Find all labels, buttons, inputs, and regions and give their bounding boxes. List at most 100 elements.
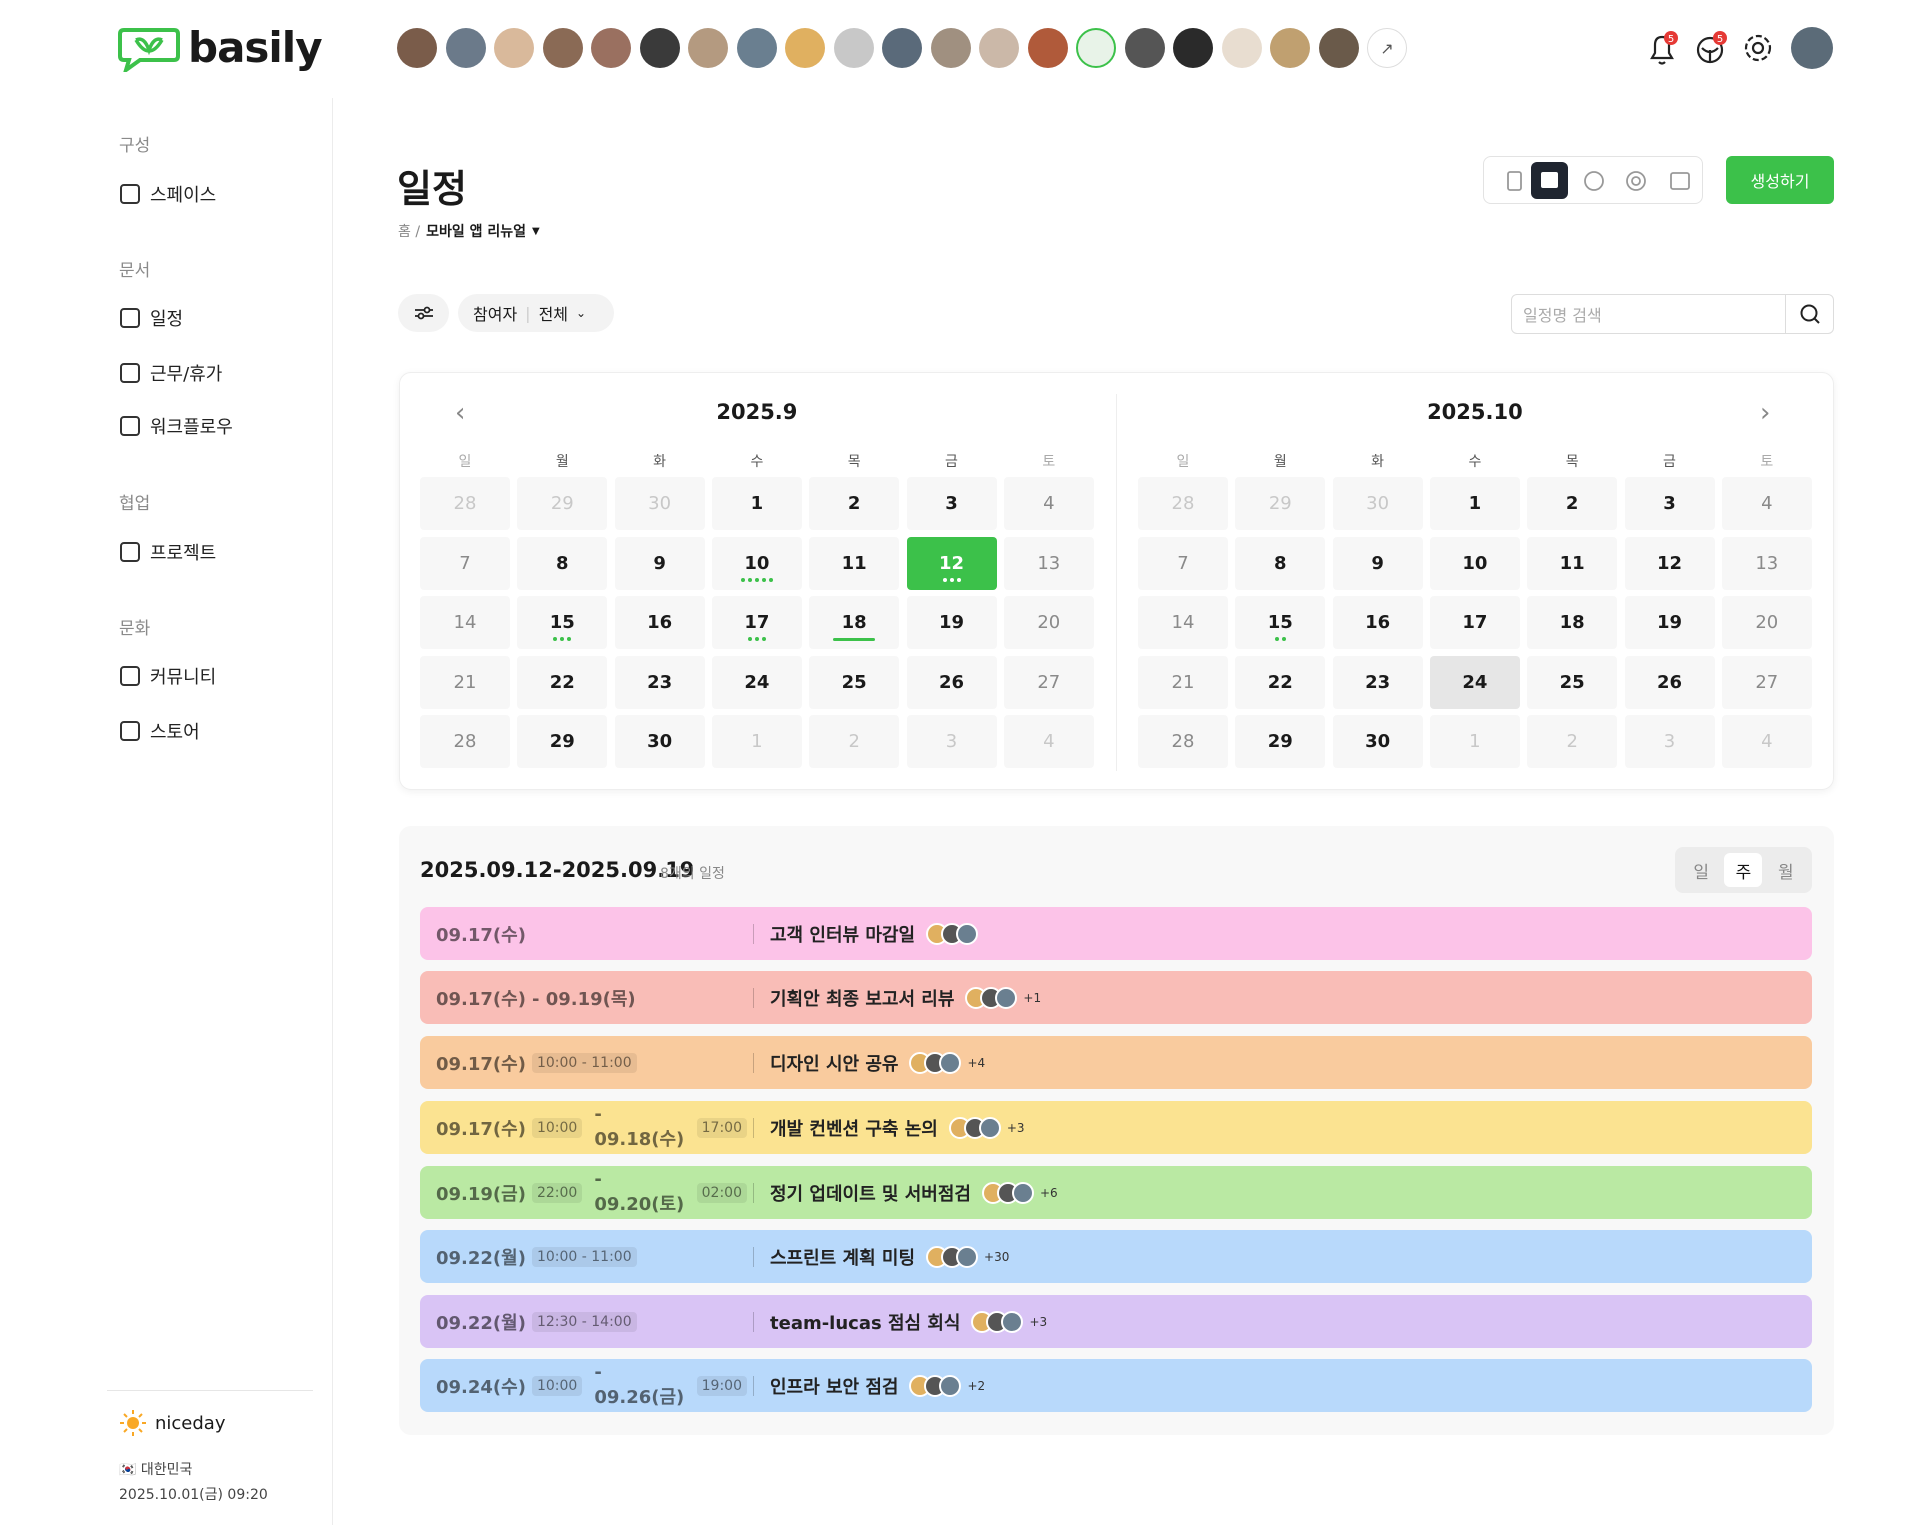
day-cell[interactable]: 3 [1624, 715, 1715, 768]
day-cell[interactable]: 15 [1235, 596, 1326, 649]
more-members[interactable]: ↗ [1367, 28, 1407, 68]
day-cell[interactable]: 14 [420, 596, 510, 649]
day-cell[interactable]: 28 [1138, 477, 1228, 530]
day-cell[interactable]: 30 [614, 477, 705, 530]
member-avatar[interactable] [979, 28, 1019, 68]
day-cell[interactable]: 29 [517, 477, 608, 530]
schedule-item[interactable]: 09.17(수) 10:00 - 11:00 디자인 시안 공유 +4 [420, 1036, 1812, 1089]
day-cell[interactable]: 25 [1527, 656, 1618, 709]
member-avatar[interactable] [494, 28, 534, 68]
nav-item[interactable]: 일정 [120, 305, 183, 331]
nav-item[interactable]: 스토어 [120, 718, 200, 744]
day-cell[interactable]: 18 [809, 596, 900, 649]
alert-icon[interactable] [1696, 36, 1724, 64]
member-avatar[interactable] [1124, 28, 1165, 68]
day-cell[interactable]: 12 [906, 537, 997, 590]
day-cell[interactable]: 1 [711, 477, 802, 530]
view-option[interactable]: 월 [1777, 862, 1794, 883]
member-avatar[interactable] [736, 28, 777, 68]
prev-month[interactable]: ‹ [455, 398, 466, 428]
day-cell[interactable]: 2 [1527, 715, 1618, 768]
day-cell[interactable]: 24 [1429, 656, 1520, 709]
schedule-item[interactable]: 09.22(월) 12:30 - 14:00 team-lucas 점심 회식 +3 [420, 1295, 1812, 1348]
day-cell[interactable]: 16 [614, 596, 705, 649]
day-cell[interactable]: 21 [1138, 656, 1228, 709]
nav-item[interactable]: 커뮤니티 [120, 663, 216, 689]
day-cell[interactable]: 7 [1138, 537, 1228, 590]
breadcrumb-home[interactable]: 홈 / [398, 224, 421, 240]
day-cell[interactable]: 15 [517, 596, 608, 649]
day-cell[interactable]: 14 [1138, 596, 1228, 649]
day-cell[interactable]: 8 [1235, 537, 1326, 590]
day-cell[interactable]: 8 [517, 537, 608, 590]
day-cell[interactable]: 13 [1721, 537, 1812, 590]
day-cell[interactable]: 12 [1624, 537, 1715, 590]
day-cell[interactable]: 4 [1003, 715, 1094, 768]
day-cell[interactable]: 25 [809, 656, 900, 709]
day-cell[interactable]: 7 [420, 537, 510, 590]
schedule-item[interactable]: 09.17(수) - 09.19(목) 기획안 최종 보고서 리뷰 +1 [420, 971, 1812, 1024]
nav-item[interactable]: 근무/휴가 [120, 360, 222, 386]
logo[interactable]: basily [116, 22, 323, 72]
day-cell[interactable]: 3 [1624, 477, 1715, 530]
day-cell[interactable]: 11 [809, 537, 900, 590]
breadcrumb-current[interactable]: 모바일 앱 리뉴얼 [426, 224, 526, 240]
day-cell[interactable]: 28 [420, 715, 510, 768]
task-view[interactable] [1584, 171, 1604, 191]
day-cell[interactable]: 30 [1332, 715, 1423, 768]
search-box[interactable]: 일정명 검색 [1511, 294, 1834, 334]
schedule-item[interactable]: 09.17(수) 10:00 - 09.18(수) 17:00 개발 컨벤션 구축 논의… [420, 1101, 1812, 1154]
member-avatar[interactable] [1221, 28, 1262, 68]
board-view[interactable] [1507, 171, 1522, 191]
schedule-item[interactable]: 09.22(월) 10:00 - 11:00 스프린트 계획 미팅 +30 [420, 1230, 1812, 1283]
day-cell[interactable]: 28 [420, 477, 510, 530]
day-cell[interactable]: 26 [1624, 656, 1715, 709]
day-cell[interactable]: 27 [1721, 656, 1812, 709]
member-avatar[interactable] [542, 28, 583, 68]
settings-icon[interactable] [1744, 34, 1772, 62]
day-cell[interactable]: 18 [1527, 596, 1618, 649]
participant-filter[interactable]: 참여자 | 전체 ⌄ [458, 294, 614, 332]
search-button[interactable] [1785, 295, 1833, 333]
goal-view[interactable] [1626, 171, 1646, 191]
nav-item[interactable]: 워크플로우 [120, 413, 233, 439]
day-cell[interactable]: 30 [614, 715, 705, 768]
day-cell[interactable]: 17 [711, 596, 802, 649]
day-cell[interactable]: 28 [1138, 715, 1228, 768]
day-cell[interactable]: 2 [809, 477, 900, 530]
member-avatar[interactable] [785, 28, 825, 68]
day-cell[interactable]: 23 [614, 656, 705, 709]
view-option[interactable]: 일 [1693, 862, 1709, 883]
day-cell[interactable]: 13 [1003, 537, 1094, 590]
day-cell[interactable]: 19 [1624, 596, 1715, 649]
next-month[interactable]: › [1760, 398, 1771, 428]
day-cell[interactable]: 4 [1003, 477, 1094, 530]
day-cell[interactable]: 9 [1332, 537, 1423, 590]
member-avatar[interactable] [445, 28, 486, 68]
member-avatar[interactable] [930, 28, 971, 68]
member-avatar[interactable] [1173, 28, 1213, 68]
nav-item[interactable]: 스페이스 [120, 181, 216, 207]
day-cell[interactable]: 20 [1721, 596, 1812, 649]
day-cell[interactable]: 29 [1235, 477, 1326, 530]
day-cell[interactable]: 19 [906, 596, 997, 649]
archive-view[interactable] [1670, 172, 1690, 190]
member-avatar[interactable] [639, 28, 680, 68]
day-cell[interactable]: 22 [1235, 656, 1326, 709]
create-button[interactable]: 생성하기 [1726, 156, 1834, 204]
schedule-item[interactable]: 09.17(수) 고객 인터뷰 마감일 [420, 907, 1812, 960]
day-cell[interactable]: 11 [1527, 537, 1618, 590]
day-cell[interactable]: 2 [1527, 477, 1618, 530]
day-cell[interactable]: 17 [1429, 596, 1520, 649]
nav-item[interactable]: 프로젝트 [120, 539, 216, 565]
day-cell[interactable]: 20 [1003, 596, 1094, 649]
day-cell[interactable]: 4 [1721, 715, 1812, 768]
day-cell[interactable]: 23 [1332, 656, 1423, 709]
day-cell[interactable]: 3 [906, 477, 997, 530]
schedule-item[interactable]: 09.24(수) 10:00 - 09.26(금) 19:00 인프라 보안 점검 +2 [420, 1359, 1812, 1412]
day-cell[interactable]: 1 [1429, 477, 1520, 530]
day-cell[interactable]: 1 [1429, 715, 1520, 768]
day-cell[interactable]: 16 [1332, 596, 1423, 649]
day-cell[interactable]: 24 [711, 656, 802, 709]
member-avatar[interactable] [1270, 28, 1310, 68]
